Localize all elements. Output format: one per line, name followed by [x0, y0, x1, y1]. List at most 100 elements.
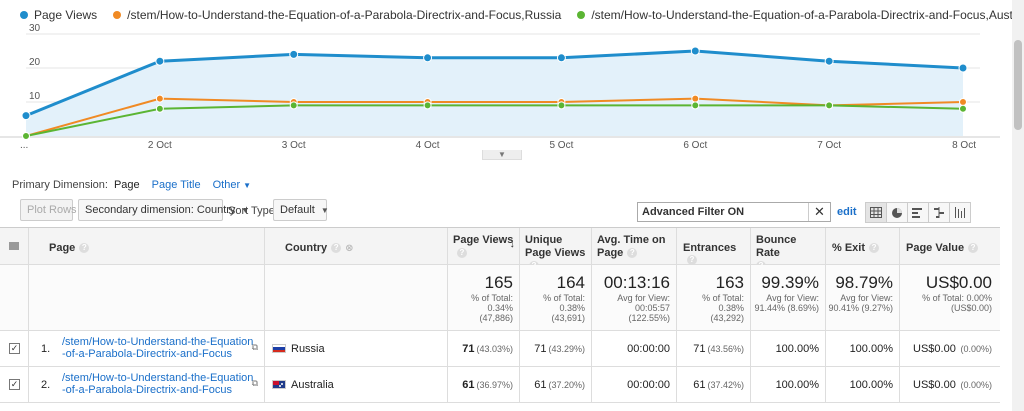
- row-page-value: US$0.00 (0.00%): [899, 367, 1000, 402]
- help-icon[interactable]: ?: [869, 243, 880, 254]
- total-page-value: US$0.00 % of Total: 0.00% (US$0.00): [899, 265, 1000, 330]
- table-view-icon[interactable]: [865, 202, 887, 223]
- data-point: [155, 94, 164, 103]
- pivot-view-icon[interactable]: [949, 202, 971, 223]
- open-link-icon[interactable]: ⧉: [251, 378, 258, 388]
- header-page[interactable]: Page?: [28, 228, 264, 264]
- totals-spacer: [0, 265, 28, 330]
- row-country-cell: Russia: [264, 331, 447, 366]
- vertical-scrollbar[interactable]: [1012, 0, 1024, 411]
- row-bounce-rate: 100.00%: [750, 331, 825, 366]
- data-point: [289, 101, 298, 110]
- header-country[interactable]: Country? ⊗: [264, 228, 447, 264]
- secondary-dimension-label: Secondary dimension: Country: [85, 204, 236, 216]
- primary-dimension-bar: Primary Dimension: Page Page Title Other…: [12, 179, 263, 191]
- header-bounce-label: Bounce Rate: [756, 234, 797, 259]
- data-point: [155, 56, 165, 66]
- help-icon[interactable]: ?: [79, 243, 90, 254]
- total-pct: 0.38%: [718, 303, 744, 313]
- row-select-cell: ✓: [0, 367, 28, 402]
- legend-label: /stem/How-to-Understand-the-Equation-of-…: [591, 8, 1024, 22]
- plot-rows-button[interactable]: Plot Rows: [20, 199, 77, 221]
- header-page-value[interactable]: Page Value?: [899, 228, 1000, 264]
- row-page-views: 71 (43.03%): [447, 331, 519, 366]
- total-value: US$0.00: [925, 273, 992, 292]
- row-page-line: -of-a-Parabola-Directrix-and-Focus: [62, 348, 232, 360]
- legend-item-page-views[interactable]: Page Views: [20, 8, 97, 22]
- row-index: 2.: [41, 379, 51, 391]
- comparison-view-icon[interactable]: [928, 202, 950, 223]
- data-point: [959, 98, 967, 106]
- help-icon[interactable]: ?: [627, 248, 638, 259]
- total-pct: 90.41% (9.27%): [828, 303, 893, 313]
- x-tick-label: 2 Oct: [148, 140, 172, 151]
- header-page-label: Page: [49, 242, 76, 254]
- sort-desc-icon: ↓: [509, 238, 516, 250]
- help-icon[interactable]: ?: [457, 248, 467, 259]
- row-page-cell: 1. /stem/How-to-Understand-the-Equation …: [28, 331, 264, 366]
- row-checkbox[interactable]: ✓: [9, 379, 20, 390]
- row-unique-page-views: 61 (37.20%): [519, 367, 591, 402]
- data-point: [423, 53, 433, 63]
- header-exit[interactable]: % Exit?: [825, 228, 899, 264]
- total-entrances: 163 % of Total: 0.38% (43,292): [676, 265, 750, 330]
- sort-type-select[interactable]: Default ▼: [273, 199, 329, 221]
- header-unique-page-views[interactable]: Unique Page Views?: [519, 228, 591, 272]
- header-bounce-rate[interactable]: Bounce Rate?: [750, 228, 825, 272]
- select-all-checkbox[interactable]: [9, 242, 19, 250]
- chart-expand-handle[interactable]: ▼: [482, 150, 522, 160]
- row-checkbox[interactable]: ✓: [9, 343, 20, 354]
- data-point: [691, 94, 700, 103]
- header-avg-time[interactable]: Avg. Time on Page?: [591, 228, 676, 264]
- data-point: [155, 104, 164, 113]
- y-tick-label: 10: [29, 91, 41, 102]
- row-pct: (36.97%): [476, 380, 513, 390]
- total-unique-page-views: 164 % of Total: 0.38% (43,691): [519, 265, 591, 330]
- total-pct: 0.34%: [487, 303, 513, 313]
- total-base: (47,886): [479, 313, 513, 323]
- dimension-other[interactable]: Other ▼: [213, 179, 252, 191]
- x-tick-label: 4 Oct: [416, 140, 440, 151]
- performance-view-icon[interactable]: [907, 202, 929, 223]
- total-bounce-rate: 99.39% Avg for View: 91.44% (8.69%): [750, 265, 825, 330]
- row-page-link[interactable]: /stem/How-to-Understand-the-Equation -of…: [62, 372, 253, 396]
- row-unique-page-views: 71 (43.29%): [519, 331, 591, 366]
- edit-filter-link[interactable]: edit: [837, 206, 857, 218]
- row-avg-time: 00:00:00: [591, 367, 676, 402]
- row-country[interactable]: Russia: [291, 343, 325, 355]
- primary-dimension-label: Primary Dimension:: [12, 179, 108, 191]
- dimension-page-title[interactable]: Page Title: [151, 179, 201, 191]
- legend-dot: [20, 11, 28, 19]
- dimension-page[interactable]: Page: [113, 179, 140, 191]
- help-icon[interactable]: ?: [968, 243, 979, 254]
- x-tick-label: 3 Oct: [282, 140, 306, 151]
- row-country[interactable]: Australia: [291, 379, 334, 391]
- help-icon[interactable]: ?: [687, 255, 697, 266]
- row-value: 00:00:00: [627, 379, 670, 391]
- advanced-filter-field[interactable]: Advanced Filter ON ✕: [637, 202, 831, 222]
- total-value: 98.79%: [835, 273, 893, 292]
- row-value: 71: [693, 343, 706, 355]
- header-entrances[interactable]: Entrances?: [676, 228, 750, 266]
- row-page-link[interactable]: /stem/How-to-Understand-the-Equation -of…: [62, 336, 253, 360]
- total-label: % of Total:: [543, 293, 585, 303]
- view-switcher: [865, 202, 971, 223]
- total-value: 99.39%: [761, 273, 819, 292]
- total-label: Avg for View:: [617, 293, 670, 303]
- help-icon[interactable]: ?: [331, 243, 342, 254]
- remove-dimension-icon[interactable]: ⊗: [345, 243, 354, 254]
- pie-view-icon[interactable]: [886, 202, 908, 223]
- data-point: [691, 101, 700, 110]
- row-pct: (43.29%): [548, 344, 585, 354]
- close-icon[interactable]: ✕: [808, 203, 830, 221]
- secondary-dimension-select[interactable]: Secondary dimension: Country ▼: [78, 199, 249, 221]
- open-link-icon[interactable]: ⧉: [251, 342, 258, 352]
- advanced-filter-text: Advanced Filter ON: [642, 206, 745, 218]
- row-value: 71: [462, 343, 475, 355]
- header-page-views[interactable]: Page Views ↓ ?: [447, 228, 519, 264]
- legend-item-australia[interactable]: /stem/How-to-Understand-the-Equation-of-…: [577, 8, 1024, 22]
- legend-item-russia[interactable]: /stem/How-to-Understand-the-Equation-of-…: [113, 8, 561, 22]
- scrollbar-thumb[interactable]: [1014, 40, 1022, 130]
- y-tick-label: 20: [29, 57, 41, 68]
- row-exit: 100.00%: [825, 367, 899, 402]
